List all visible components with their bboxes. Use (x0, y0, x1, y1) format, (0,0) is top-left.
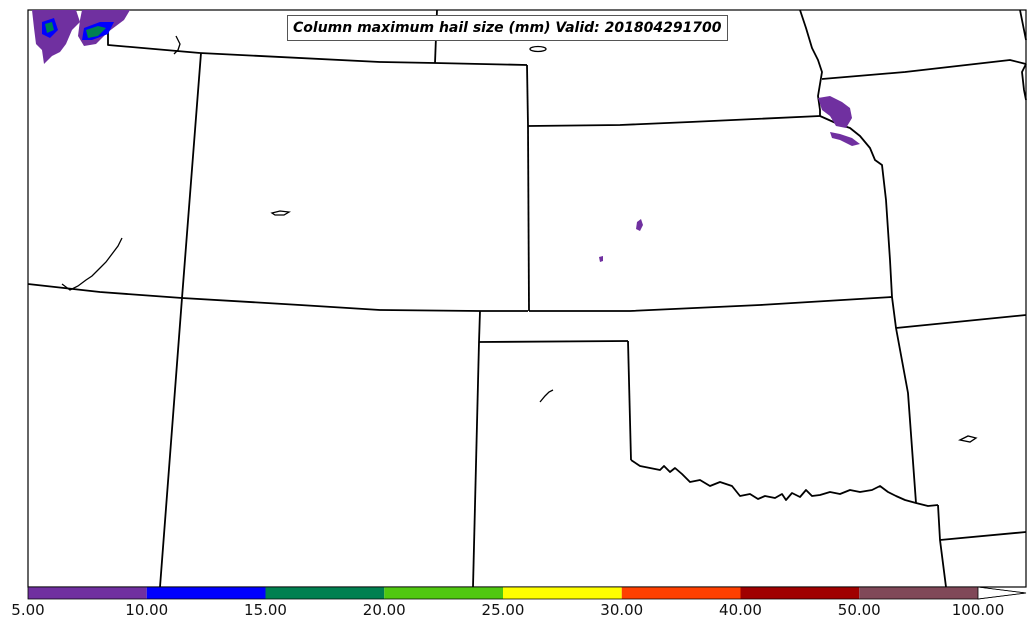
colorbar-tick-label: 20.00 (362, 601, 406, 619)
hail-area-ne-light (818, 96, 852, 128)
border-ok-panhandle-north (478, 340, 629, 343)
border-nm-tx-west (472, 341, 480, 588)
border-ar-la (939, 531, 1027, 541)
colorbar-tick-label: 10.00 (125, 601, 169, 619)
colorbar-segment-3 (384, 587, 503, 599)
border-co-east-nm-north (478, 310, 481, 343)
border-ok-tx-panhandle (627, 340, 632, 461)
colorbar-segment-6 (740, 587, 860, 599)
colorbar-tick-label: 15.00 (244, 601, 287, 619)
border-ks-south (529, 296, 893, 312)
border-mo-ar (895, 314, 1027, 329)
colorbar-tick-label: 30.00 (600, 601, 644, 619)
colorbar-tick-label: 5.00 (11, 601, 45, 619)
colorbar-segment-4 (503, 587, 622, 599)
border-nv-ut (27, 283, 183, 299)
border-ok-ar-east (891, 296, 917, 504)
hail-area-nw-strong (86, 26, 106, 38)
lake-great-salt (61, 237, 123, 291)
state-borders (27, 9, 1027, 588)
lake-texoma (958, 435, 978, 443)
border-red-river (630, 459, 939, 507)
map-title: Column maximum hail size (mm) Valid: 201… (287, 15, 728, 41)
colorbar (27, 586, 1027, 600)
border-wy-ne-vertical (526, 64, 529, 127)
colorbar-tick-label: 50.00 (837, 601, 881, 619)
border-co-north (181, 297, 528, 312)
lake-fort-peck (529, 45, 547, 53)
colorbar-tick-label: 25.00 (481, 601, 525, 619)
hail-area-nw-strong-2 (45, 22, 54, 33)
lake-conchas (539, 389, 554, 403)
border-ia-mo (821, 59, 1027, 80)
lake-yellowstone (173, 35, 181, 55)
colorbar-segment-5 (621, 587, 741, 599)
colorbar-extend-triangle (977, 586, 1027, 600)
border-wy-north (199, 52, 528, 66)
colorbar-segment-2 (265, 587, 385, 599)
border-mt-shoreline (1019, 9, 1027, 41)
border-missouri-river-north (799, 9, 823, 116)
hail-area-ne-light-2 (830, 132, 860, 146)
hail-areas (32, 10, 860, 262)
lake-flaming-gorge (270, 210, 291, 216)
colorbar-segment-7 (859, 587, 978, 599)
border-ne-south-north (527, 115, 821, 127)
colorbar-segment-1 (146, 587, 266, 599)
border-co-ne-east (527, 125, 530, 312)
colorbar-outline (27, 586, 1027, 600)
colorbar-tick-label: 100.00 (951, 601, 1005, 619)
colorbar-tick-label: 40.00 (719, 601, 762, 619)
lakes (61, 35, 978, 443)
hail-area-ks-1 (636, 219, 643, 231)
border-mississippi (1021, 63, 1027, 101)
hail-area-ks-2 (599, 256, 603, 262)
colorbar-segment-0 (28, 587, 147, 599)
